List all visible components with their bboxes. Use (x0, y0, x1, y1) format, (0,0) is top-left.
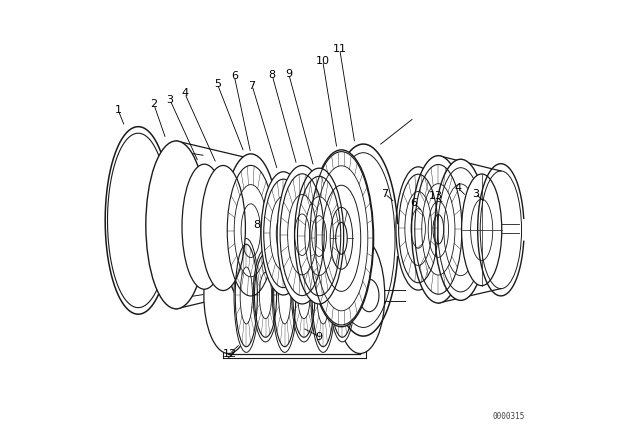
Ellipse shape (261, 172, 306, 295)
Text: 5: 5 (214, 79, 221, 89)
Ellipse shape (359, 279, 379, 312)
Text: 6: 6 (410, 198, 417, 207)
Ellipse shape (253, 249, 278, 342)
Ellipse shape (309, 150, 374, 327)
Text: 3: 3 (166, 95, 173, 105)
Text: 11: 11 (333, 44, 347, 54)
Text: 10: 10 (316, 56, 330, 65)
Ellipse shape (396, 167, 440, 290)
Ellipse shape (273, 238, 297, 353)
Text: 2: 2 (150, 99, 157, 109)
Text: 0000315: 0000315 (492, 413, 525, 422)
Text: 4: 4 (181, 88, 188, 98)
Ellipse shape (292, 249, 316, 342)
Text: 8: 8 (269, 70, 276, 80)
Ellipse shape (146, 141, 207, 309)
Ellipse shape (461, 174, 502, 286)
Text: 8: 8 (253, 220, 260, 230)
Ellipse shape (294, 168, 344, 304)
Ellipse shape (311, 238, 335, 353)
Ellipse shape (335, 237, 385, 353)
Ellipse shape (182, 164, 227, 289)
Ellipse shape (412, 155, 465, 303)
Text: 12: 12 (223, 349, 237, 358)
Ellipse shape (435, 159, 486, 300)
Text: 1: 1 (115, 105, 122, 115)
Text: 6: 6 (231, 71, 237, 81)
Text: 9: 9 (285, 69, 292, 79)
Text: 7: 7 (248, 81, 255, 90)
Ellipse shape (201, 165, 245, 291)
Ellipse shape (234, 238, 259, 353)
Text: 3: 3 (472, 189, 479, 198)
Text: 9: 9 (316, 332, 323, 341)
Ellipse shape (277, 165, 327, 304)
Text: 7: 7 (381, 189, 388, 198)
Ellipse shape (330, 249, 355, 342)
Text: 13: 13 (429, 191, 443, 201)
Text: 4: 4 (455, 183, 462, 193)
Ellipse shape (204, 237, 253, 353)
Ellipse shape (223, 154, 278, 307)
